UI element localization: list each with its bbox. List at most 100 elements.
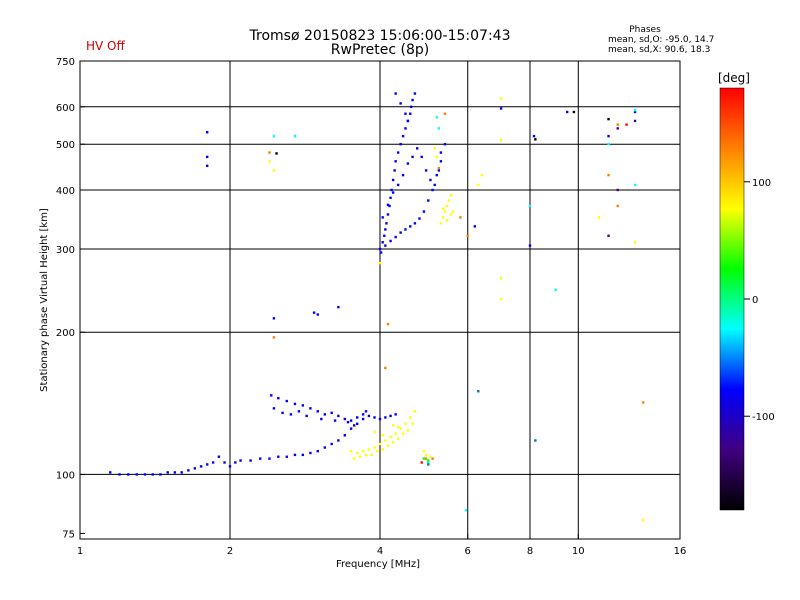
data-point: [499, 277, 503, 280]
y-tick-label: 750: [56, 57, 75, 68]
data-point: [433, 147, 436, 150]
data-point: [199, 465, 203, 468]
data-points: [109, 92, 645, 522]
data-point: [367, 448, 371, 451]
data-point: [384, 439, 387, 442]
data-point: [633, 241, 637, 244]
data-point: [429, 178, 432, 182]
data-point: [409, 112, 412, 115]
y-axis-label: Stationary phase Virtual Height [km]: [39, 208, 50, 392]
data-point: [143, 473, 147, 476]
data-point: [217, 455, 221, 458]
data-point: [205, 131, 209, 134]
data-point: [352, 457, 356, 460]
data-point: [223, 461, 226, 464]
data-point: [249, 459, 252, 462]
data-point: [633, 119, 637, 123]
data-point: [376, 449, 379, 453]
data-point: [383, 234, 386, 237]
data-point: [439, 222, 443, 225]
data-point: [384, 366, 387, 370]
data-point: [424, 453, 428, 457]
data-point: [370, 453, 373, 457]
data-point: [378, 417, 382, 421]
data-point: [499, 97, 503, 100]
data-point: [642, 401, 645, 404]
data-point: [396, 151, 400, 154]
data-point: [373, 446, 376, 449]
data-point: [361, 417, 365, 421]
data-point: [385, 222, 388, 225]
y-tick-label: 100: [56, 470, 75, 481]
data-point: [532, 134, 536, 138]
data-point: [337, 305, 340, 309]
data-point: [259, 457, 262, 460]
data-point: [388, 204, 391, 208]
data-point: [424, 169, 428, 172]
data-point: [404, 422, 407, 425]
data-point: [477, 183, 480, 187]
data-point: [437, 166, 441, 170]
data-point: [431, 188, 434, 192]
data-point: [337, 439, 340, 442]
data-point: [409, 105, 413, 108]
data-point: [437, 127, 441, 130]
x-axis-ticks: 1 2 4 6 8 10 16: [77, 534, 686, 557]
data-point: [607, 117, 610, 121]
data-point: [607, 173, 610, 177]
data-point: [394, 92, 397, 95]
data-point: [381, 434, 384, 437]
y-tick-label: 75: [62, 529, 75, 540]
data-point: [625, 123, 628, 126]
data-point: [384, 244, 387, 247]
data-point: [386, 203, 390, 207]
data-point: [396, 425, 400, 429]
chart-subtitle: RwPretec (8p): [331, 42, 429, 58]
data-point: [401, 173, 405, 177]
data-point: [349, 449, 353, 453]
data-point: [435, 116, 438, 119]
data-point: [378, 442, 382, 446]
data-point: [449, 193, 453, 197]
data-point: [349, 419, 353, 422]
data-point: [389, 435, 392, 439]
data-point: [272, 169, 276, 172]
data-point: [406, 429, 410, 432]
data-point: [451, 210, 455, 213]
data-point: [413, 92, 417, 95]
colorbar-gradient: [719, 87, 745, 511]
data-point: [528, 204, 532, 208]
data-point: [386, 322, 390, 326]
data-point: [349, 427, 353, 430]
data-point: [607, 142, 610, 146]
data-point: [343, 434, 347, 437]
data-point: [572, 110, 576, 114]
data-point: [411, 155, 414, 159]
data-point: [281, 411, 284, 415]
data-point: [389, 239, 392, 243]
data-point: [441, 207, 445, 210]
data-point: [607, 234, 610, 237]
data-point: [396, 437, 400, 440]
data-point: [528, 244, 532, 247]
data-point: [443, 142, 447, 146]
data-point: [346, 420, 350, 424]
data-point: [309, 407, 312, 410]
data-point: [420, 155, 423, 159]
data-point: [597, 216, 601, 219]
data-point: [565, 110, 569, 114]
data-point: [616, 127, 619, 130]
data-point: [381, 216, 384, 219]
data-point: [316, 313, 319, 316]
data-point: [459, 216, 462, 219]
data-point: [447, 199, 451, 202]
data-point: [309, 451, 312, 455]
data-point: [381, 241, 384, 244]
data-point: [401, 134, 405, 138]
data-point: [445, 219, 449, 222]
colorbar-tick-label: -100: [752, 412, 775, 423]
data-point: [239, 459, 242, 462]
data-point: [404, 127, 407, 130]
data-point: [289, 413, 293, 416]
data-point: [173, 471, 177, 474]
